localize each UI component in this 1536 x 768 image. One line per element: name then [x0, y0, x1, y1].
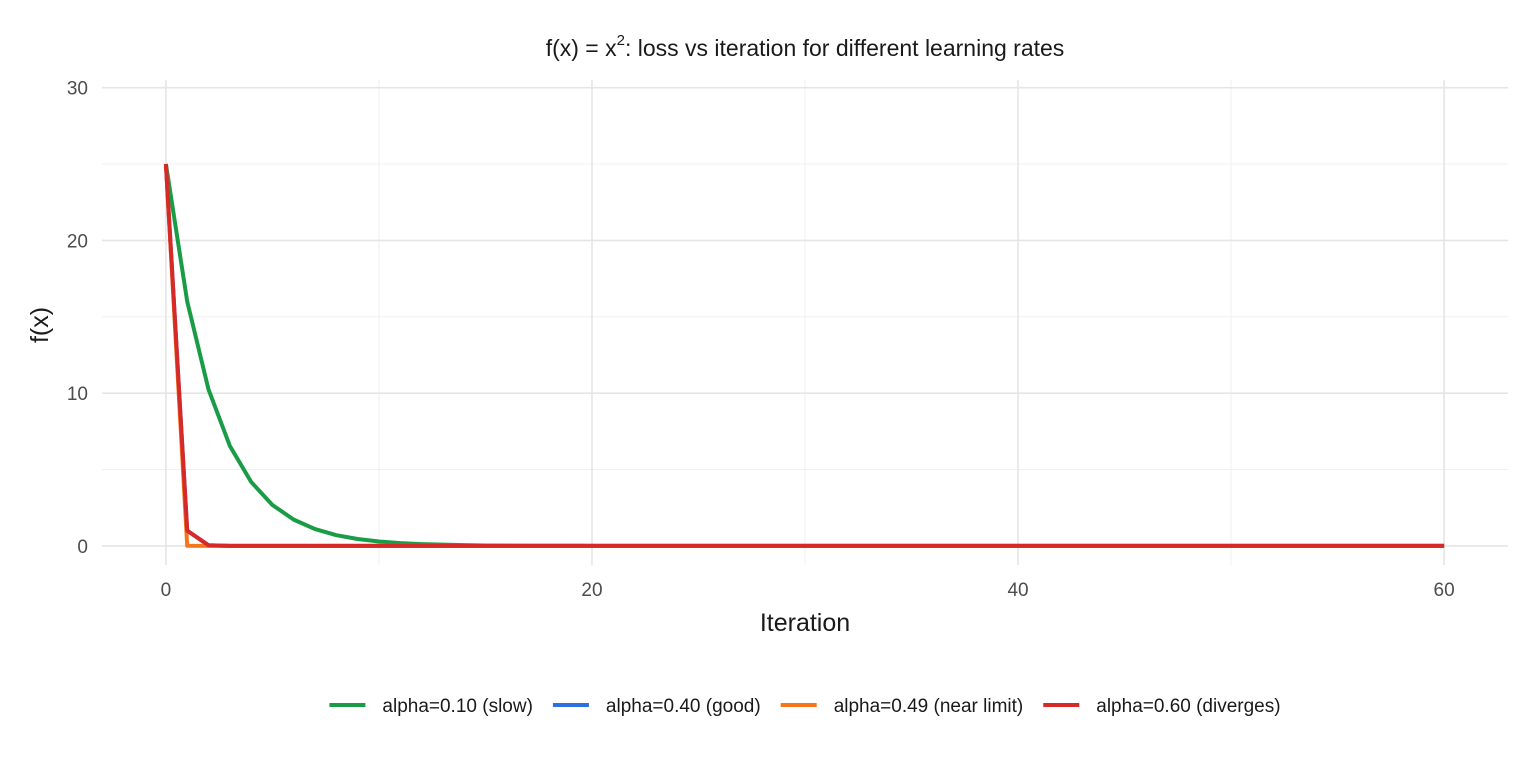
x-tick-label: 20 [581, 580, 602, 601]
y-tick-label: 20 [67, 231, 88, 252]
series-line-4 [163, 163, 1445, 548]
legend-item-2: alpha=0.40 (good) [552, 696, 761, 717]
legend: alpha=0.10 (slow) alpha=0.40 (good) alpha=… [329, 696, 1281, 717]
legend-label: alpha=0.49 (near limit) [834, 696, 1024, 717]
legend-label: alpha=0.60 (diverges) [1096, 696, 1280, 717]
y-tick-label: 30 [67, 79, 88, 100]
x-axis-title: Iteration [760, 609, 850, 637]
chart-title: f(x) = x2: loss vs iteration for differe… [546, 32, 1065, 61]
x-tick-label: 0 [161, 580, 172, 601]
legend-label: alpha=0.10 (slow) [382, 696, 533, 717]
x-tick-label: 40 [1007, 580, 1028, 601]
y-axis-title: f(x) [26, 307, 54, 343]
x-axis-ticks: 0 20 40 60 [161, 580, 1455, 601]
x-tick-label: 60 [1434, 580, 1455, 601]
y-axis-ticks: 0 10 20 30 [67, 79, 88, 558]
legend-item-1: alpha=0.10 (slow) [329, 696, 533, 717]
grid-layer [102, 80, 1508, 565]
legend-label: alpha=0.40 (good) [606, 696, 761, 717]
series-layer [163, 163, 1445, 548]
legend-item-3: alpha=0.49 (near limit) [780, 696, 1024, 717]
y-tick-label: 10 [67, 384, 88, 405]
legend-item-4: alpha=0.60 (diverges) [1043, 696, 1281, 717]
y-tick-label: 0 [77, 537, 88, 558]
